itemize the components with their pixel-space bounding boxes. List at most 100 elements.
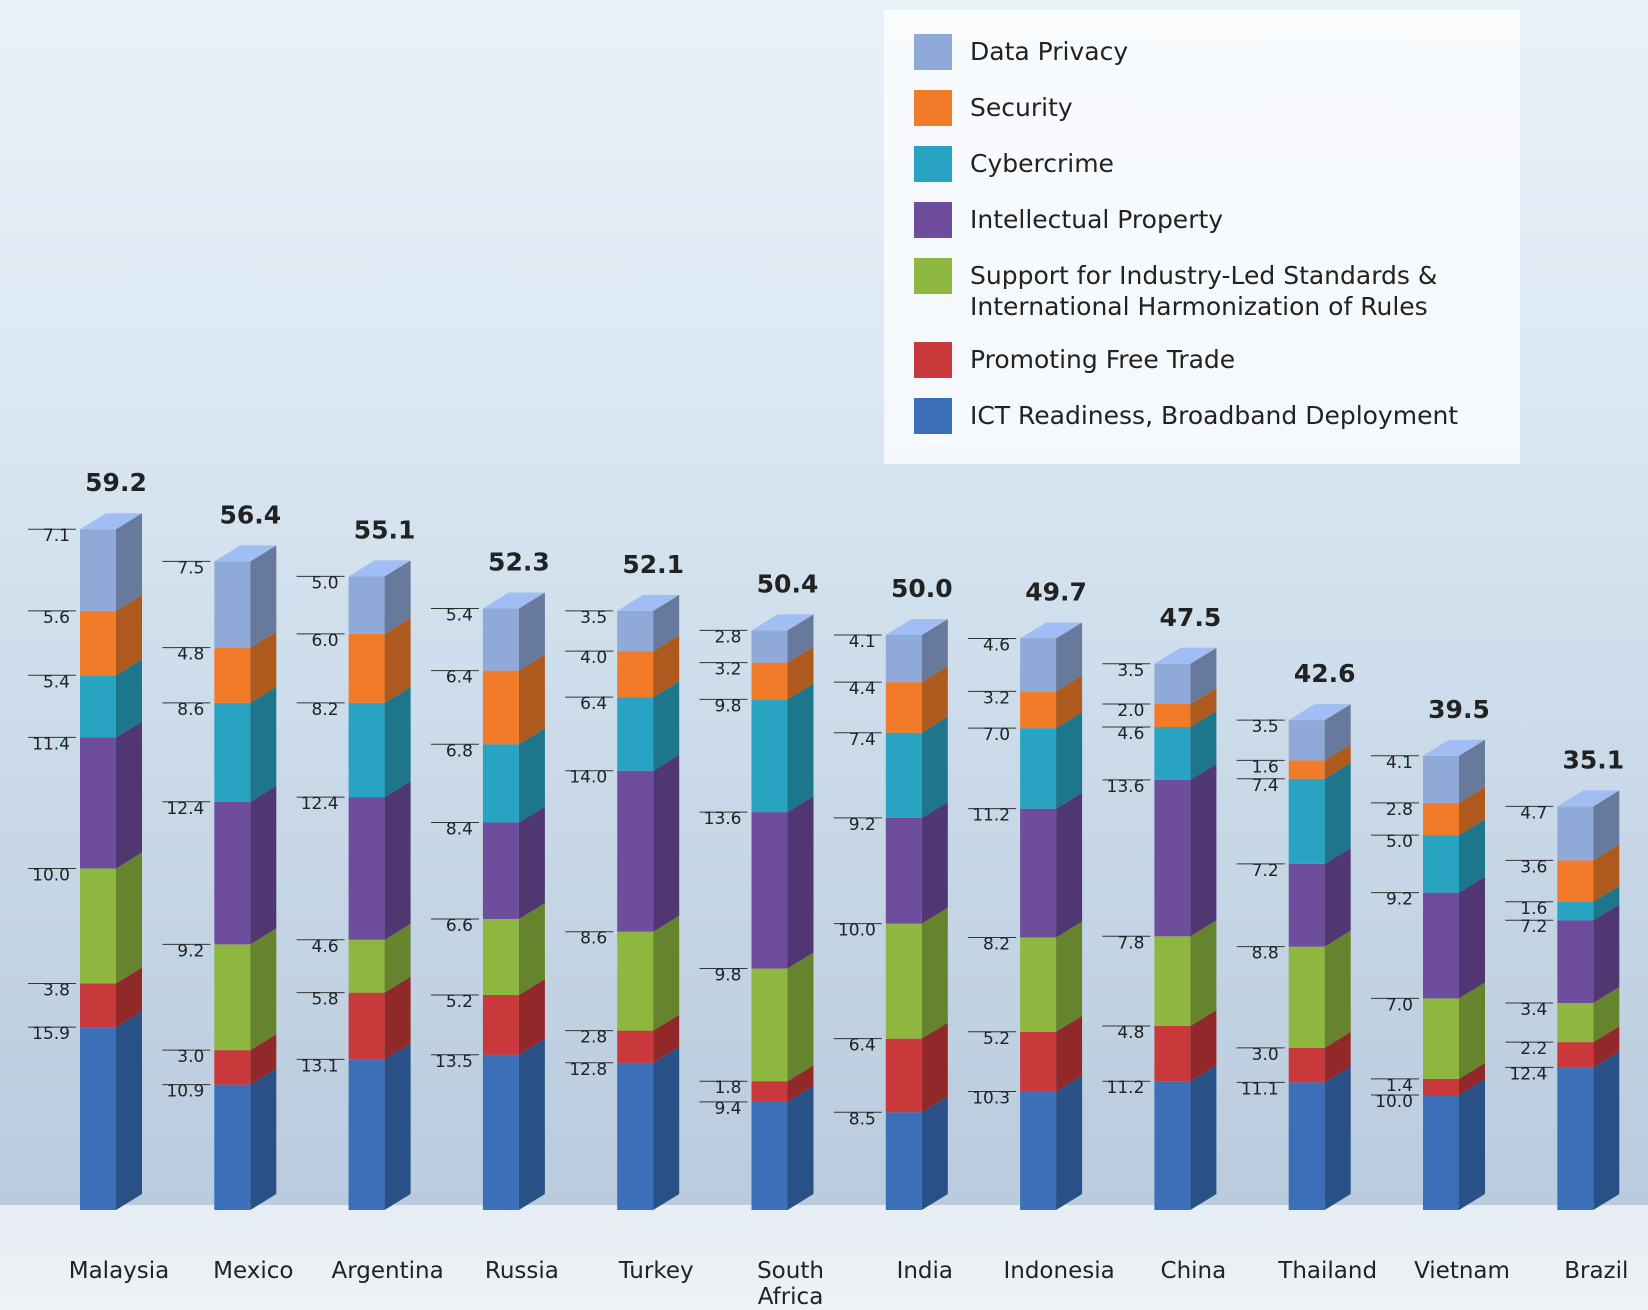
bar-side xyxy=(921,1096,948,1210)
bar-segment xyxy=(80,868,116,984)
bar-top xyxy=(1288,704,1351,721)
bar-side xyxy=(653,635,680,698)
bar-segment xyxy=(80,675,116,738)
bar-side xyxy=(250,686,277,802)
bar-segment xyxy=(482,919,519,995)
bar-segment xyxy=(1557,901,1594,921)
bar-side xyxy=(250,545,277,648)
bar-side xyxy=(921,716,948,818)
value-label: 11.2 xyxy=(1107,1078,1145,1098)
bar-segment xyxy=(885,1038,922,1113)
bar-segment xyxy=(1020,638,1057,692)
bar-segment xyxy=(348,992,385,1060)
value-label: 8.4 xyxy=(446,819,473,839)
bar-segment xyxy=(482,670,519,745)
total-label: 49.7 xyxy=(1025,577,1087,606)
legend-label: Data Privacy xyxy=(970,37,1129,66)
bar-segment xyxy=(1557,806,1594,861)
value-label: 13.5 xyxy=(435,1052,473,1072)
bar-side xyxy=(116,513,142,611)
bar-side xyxy=(787,952,814,1082)
bar-segment xyxy=(1423,998,1459,1079)
total-label: 55.1 xyxy=(354,515,416,544)
bar-side xyxy=(653,681,680,771)
bar-segment xyxy=(1154,936,1191,1026)
x-tick-label: Mexico xyxy=(213,1258,294,1284)
total-label: 35.1 xyxy=(1562,745,1624,774)
bar-side xyxy=(518,903,545,995)
bar-side xyxy=(1459,876,1485,999)
bar-side xyxy=(384,686,411,798)
bar-segment xyxy=(214,647,251,703)
bar-top xyxy=(617,594,680,611)
bar-segment xyxy=(885,635,922,683)
legend-item: ICT Readiness, Broadband Deployment xyxy=(914,398,1490,434)
bar-top xyxy=(885,619,948,635)
value-label: 8.5 xyxy=(849,1109,876,1129)
value-label: 2.8 xyxy=(1386,800,1413,820)
bar-segment xyxy=(482,994,519,1055)
bar-segment xyxy=(80,737,116,869)
bar-side xyxy=(250,785,277,945)
bar-side xyxy=(1056,712,1083,809)
bar-segment xyxy=(1423,1078,1459,1095)
bar-side xyxy=(116,594,142,676)
value-label: 2.8 xyxy=(580,1028,607,1048)
x-tick-label: Malaysia xyxy=(68,1258,170,1284)
value-label: 5.2 xyxy=(446,992,473,1012)
legend-swatch xyxy=(914,202,952,238)
bar-side xyxy=(1324,744,1351,779)
value-label: 7.2 xyxy=(1520,917,1547,937)
bar-segment xyxy=(80,983,116,1028)
value-label: 5.0 xyxy=(1386,832,1413,852)
value-label: 1.6 xyxy=(1252,757,1279,777)
bar-segment xyxy=(1557,1067,1594,1210)
value-label: 9.2 xyxy=(849,815,876,835)
value-label: 3.8 xyxy=(43,980,70,1000)
value-label: 8.2 xyxy=(983,934,1010,954)
value-label: 4.7 xyxy=(1520,803,1547,823)
value-label: 3.4 xyxy=(1520,1000,1547,1020)
bar-segment xyxy=(214,702,251,802)
value-label: 1.4 xyxy=(1386,1076,1413,1096)
bar-side xyxy=(1593,844,1620,902)
bar-segment xyxy=(751,662,788,700)
value-label: 12.4 xyxy=(1509,1064,1547,1084)
bar-side xyxy=(518,806,545,920)
bar-top xyxy=(1423,739,1485,756)
value-label: 4.6 xyxy=(983,635,1010,655)
bar-segment xyxy=(1020,691,1057,729)
value-label: 9.2 xyxy=(177,941,204,961)
bar-side xyxy=(518,728,545,823)
value-label: 2.2 xyxy=(1520,1039,1547,1059)
bar-side xyxy=(384,976,411,1060)
value-label: 7.1 xyxy=(43,526,70,546)
bar-segment xyxy=(1288,863,1325,947)
bar-side xyxy=(1593,987,1620,1043)
value-label: 13.6 xyxy=(704,809,742,829)
value-label: 10.3 xyxy=(972,1089,1010,1109)
bar-segment xyxy=(348,1059,385,1210)
legend-label: Intellectual Property xyxy=(970,205,1224,234)
value-label: 14.0 xyxy=(569,768,607,788)
bar-segment xyxy=(751,630,788,663)
bar-side xyxy=(1459,1062,1485,1095)
x-tick-label: Thailand xyxy=(1278,1258,1378,1284)
value-label: 4.8 xyxy=(1117,1023,1144,1043)
legend-item: Data Privacy xyxy=(914,34,1490,70)
bar-segment xyxy=(80,1027,116,1210)
bar-segment xyxy=(1020,808,1057,938)
bar-segment xyxy=(751,812,788,969)
bar-segment xyxy=(1288,778,1325,864)
value-label: 3.0 xyxy=(1252,1045,1279,1065)
value-label: 8.2 xyxy=(312,700,339,720)
bar-side xyxy=(116,659,142,738)
bar-side xyxy=(1056,622,1083,692)
bar-side xyxy=(1593,1026,1620,1068)
legend-swatch xyxy=(914,342,952,378)
bar-segment xyxy=(1288,946,1325,1048)
bar-side xyxy=(250,928,277,1051)
bar-segment xyxy=(482,744,519,823)
bar-segment xyxy=(617,610,654,652)
value-label: 11.1 xyxy=(1241,1079,1279,1099)
